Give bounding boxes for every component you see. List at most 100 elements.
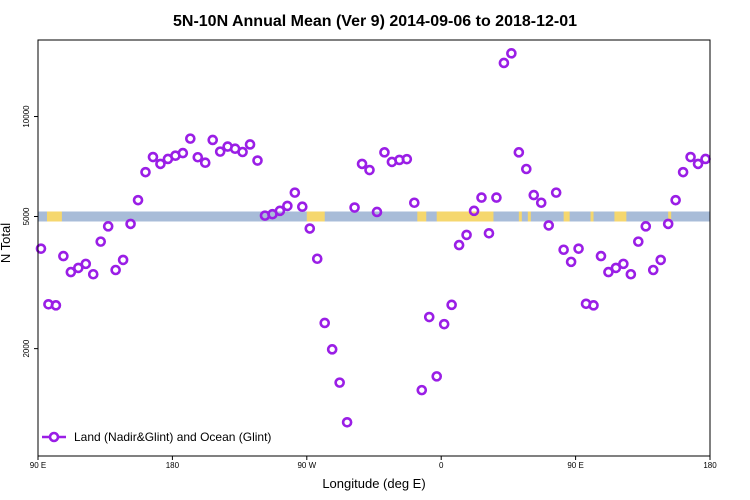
- data-point: [356, 158, 368, 170]
- data-point: [50, 300, 62, 311]
- data-point: [282, 200, 293, 212]
- land-segment: [590, 211, 594, 222]
- land-segment: [46, 211, 62, 222]
- data-point: [521, 163, 532, 175]
- data-point: [304, 223, 316, 234]
- data-point: [550, 187, 562, 198]
- data-point: [595, 250, 607, 262]
- data-point: [618, 258, 629, 270]
- data-point: [237, 146, 248, 158]
- data-point: [543, 220, 555, 231]
- data-point: [558, 244, 569, 256]
- x-axis-label: Longitude (deg E): [322, 476, 425, 491]
- data-point: [655, 254, 667, 266]
- data-point: [371, 206, 383, 218]
- data-point: [416, 384, 428, 396]
- data-point: [491, 192, 502, 203]
- data-point: [446, 299, 457, 311]
- y-tick-label: 10000: [22, 105, 31, 128]
- data-point: [326, 344, 338, 355]
- data-point: [185, 133, 196, 144]
- land-segment: [417, 211, 427, 222]
- data-point: [289, 187, 301, 198]
- data-point: [461, 229, 472, 241]
- data-point: [35, 243, 47, 254]
- land-segment: [306, 211, 325, 222]
- data-point: [132, 194, 144, 206]
- x-tick-label: 90 E: [567, 461, 583, 470]
- x-axis: 90 E 180 90 W 0 90 E 180: [30, 456, 717, 470]
- legend-marker: [48, 431, 60, 443]
- data-point: [207, 134, 219, 146]
- data-point: [565, 256, 577, 268]
- data-point: [95, 236, 107, 247]
- surface-band: [38, 211, 710, 222]
- x-tick-label: 0: [439, 461, 444, 470]
- land-segment: [518, 211, 522, 222]
- data-point: [341, 417, 353, 428]
- data-point: [311, 253, 323, 265]
- chart-title: 5N-10N Annual Mean (Ver 9) 2014-09-06 to…: [173, 13, 577, 30]
- y-tick-label: 2000: [22, 339, 31, 357]
- data-point: [274, 205, 286, 217]
- data-point: [117, 254, 129, 266]
- data-point: [513, 147, 525, 158]
- data-point: [73, 262, 84, 274]
- data-point: [297, 201, 308, 213]
- land-segment: [668, 211, 672, 222]
- data-point: [640, 221, 652, 232]
- legend-label: Land (Nadir&Glint) and Ocean (Glint): [74, 430, 271, 444]
- x-tick-label: 180: [703, 461, 717, 470]
- data-point: [102, 221, 114, 232]
- data-point: [192, 151, 204, 163]
- data-points: [35, 48, 711, 428]
- data-point: [498, 57, 510, 69]
- land-segment: [436, 211, 494, 222]
- data-point: [409, 197, 420, 209]
- data-point: [140, 166, 151, 178]
- data-point: [401, 153, 413, 165]
- data-point: [147, 151, 159, 163]
- land-segment: [563, 211, 570, 222]
- data-point: [431, 371, 443, 382]
- data-point: [438, 318, 450, 330]
- data-point: [125, 218, 136, 230]
- data-point: [603, 266, 614, 278]
- ocean-band: [38, 211, 710, 222]
- data-point: [662, 218, 674, 230]
- x-tick-label: 90 W: [297, 461, 316, 470]
- data-point: [610, 262, 622, 274]
- data-point: [677, 166, 689, 178]
- data-point: [199, 157, 211, 169]
- data-point: [65, 266, 77, 278]
- data-point: [244, 139, 256, 150]
- plot-frame: [37, 39, 711, 457]
- data-point: [177, 147, 189, 159]
- data-point: [468, 205, 480, 217]
- x-tick-label: 90 E: [30, 461, 46, 470]
- y-axis: 2000 5000 10000: [22, 105, 38, 358]
- land-segment: [614, 211, 627, 222]
- data-point: [453, 239, 465, 251]
- data-point: [588, 300, 599, 311]
- data-point: [506, 48, 517, 59]
- data-point: [528, 189, 540, 201]
- data-point: [423, 311, 435, 323]
- legend: Land (Nadir&Glint) and Ocean (Glint): [42, 430, 271, 444]
- data-point: [252, 155, 263, 166]
- y-axis-label: N Total: [0, 223, 13, 263]
- data-point: [573, 243, 584, 254]
- data-point: [625, 268, 637, 280]
- data-point: [319, 317, 331, 329]
- data-point: [349, 202, 360, 213]
- data-point: [647, 264, 659, 276]
- data-point: [87, 268, 99, 280]
- data-point: [334, 377, 345, 388]
- data-point: [483, 227, 495, 239]
- data-point: [535, 197, 547, 209]
- data-point: [110, 264, 121, 276]
- y-tick-label: 5000: [22, 207, 31, 225]
- data-point: [364, 164, 375, 176]
